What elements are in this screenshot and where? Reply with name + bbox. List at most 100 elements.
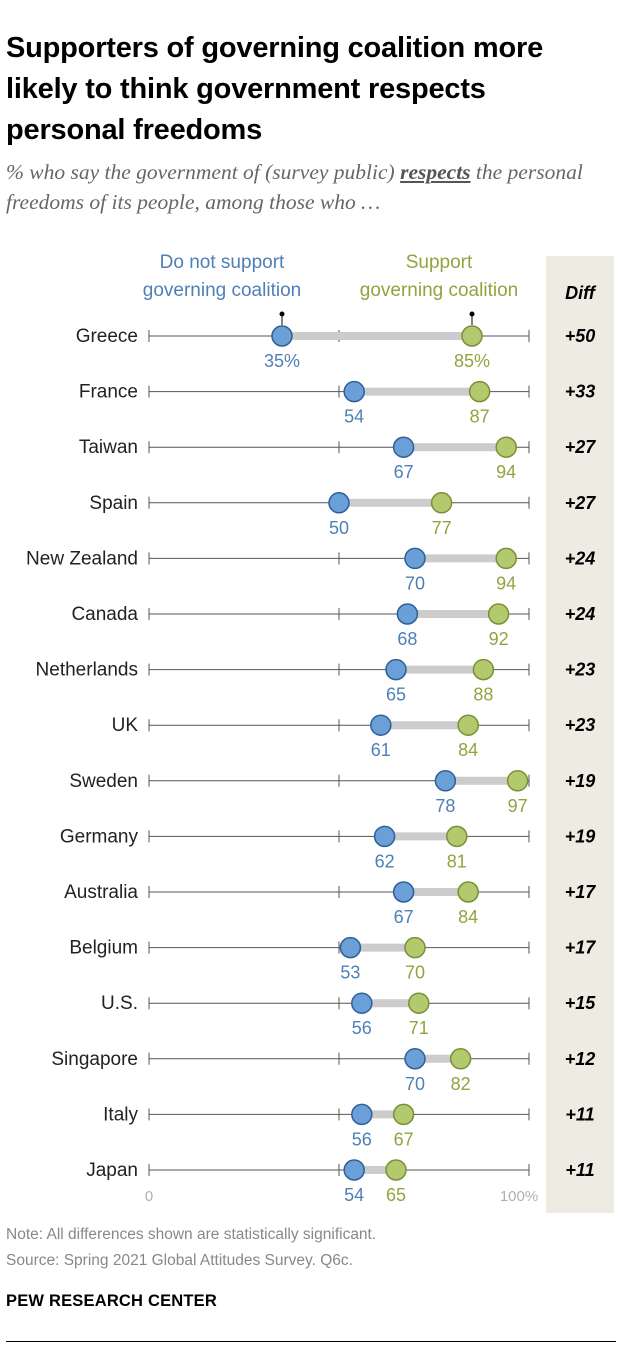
row-netherlands [148,658,530,681]
value-label-support: 67 [394,1129,414,1149]
dot-support [457,881,479,903]
chart-note: Note: All differences shown are statisti… [6,1226,377,1243]
value-label-not-support: 53 [340,963,360,983]
country-label: Italy [103,1104,138,1125]
chart-subtitle: % who say the government of (survey publ… [6,157,606,217]
value-label-support: 87 [470,407,490,427]
subtitle-text-after: the personal freedoms of its people, amo… [6,160,583,214]
axis-tick-label-0: 0 [145,1188,153,1205]
value-label-not-support: 67 [394,462,414,482]
diff-value: +27 [565,493,597,513]
dot-not-support [385,658,407,681]
chart-title: Supporters of governing coalition more l… [6,32,543,146]
row-singapore [148,1048,530,1070]
value-label-support: 70 [405,963,425,983]
dot-not-support [351,1103,373,1126]
value-label-not-support: 56 [352,1129,372,1149]
row-spain [148,492,530,514]
diff-value: +11 [565,1160,594,1180]
row-uk [148,714,530,736]
brand-logo-text: PEW RESEARCH CENTER [6,1292,217,1310]
value-label-not-support: 54 [344,407,364,427]
country-label: Greece [76,326,138,347]
legend-not-support-line-2: governing coalition [143,280,301,301]
value-label-not-support: 65 [386,685,406,705]
legend-not-support-line-1: Do not support [160,252,285,273]
value-label-not-support: 68 [397,629,417,649]
country-label: Taiwan [79,437,138,458]
value-label-support: 82 [451,1074,471,1094]
value-label-support: 97 [508,796,528,816]
diff-value: +33 [565,382,596,402]
row-taiwan [148,436,530,458]
dot-not-support [343,380,365,403]
row-belgium [148,936,530,959]
row-japan [148,1159,530,1181]
subtitle-emphasis: respects [400,160,471,184]
country-label: Australia [64,882,138,903]
country-label: UK [112,715,139,736]
dot-not-support [434,770,457,792]
dot-support [506,770,529,792]
dot-support [487,603,510,625]
row-greece [148,311,530,347]
country-label: France [79,382,138,403]
country-label: U.S. [101,993,138,1014]
country-label: New Zealand [26,548,138,569]
dot-not-support [404,1048,426,1070]
row-new-zealand [148,547,530,570]
value-label-support: 81 [447,851,467,871]
diff-value: +11 [565,1104,594,1124]
value-label-support: 94 [496,573,516,593]
dot-not-support [271,325,293,347]
row-canada [148,603,530,625]
legend-pointer-dot [279,311,285,317]
value-label-not-support: 35% [264,351,300,371]
value-label-not-support: 50 [329,518,349,538]
row-italy [148,1103,530,1126]
dot-support [495,436,517,458]
diff-header: Diff [565,283,597,303]
diff-value: +19 [565,771,596,791]
value-label-support: 88 [473,685,493,705]
row-germany [148,825,530,848]
diff-value: +24 [565,548,596,568]
value-label-not-support: 62 [375,851,395,871]
dot-support [468,380,491,403]
dot-not-support [404,547,426,570]
dot-support [495,547,517,570]
legend-support-line-1: Support [406,252,473,273]
diff-value: +12 [565,1049,596,1069]
row-france [148,380,530,403]
legend-support-line-2: governing coalition [360,280,518,301]
dot-support [449,1048,472,1070]
diff-value: +17 [565,882,597,902]
dot-not-support [392,436,415,458]
bottom-rule [6,1341,616,1342]
dot-not-support [351,992,373,1014]
dot-support [385,1159,407,1181]
subtitle-text-before: % who say the government of (survey publ… [6,160,401,184]
diff-value: +24 [565,604,596,624]
dot-support [461,325,483,347]
value-label-support: 71 [409,1018,429,1038]
chart-source: Source: Spring 2021 Global Attitudes Sur… [6,1252,353,1269]
value-label-support: 85% [454,351,490,371]
dot-support [446,825,468,848]
dot-not-support [396,603,419,625]
dot-not-support [339,936,362,959]
axis-tick-label-100: 100% [500,1188,538,1205]
dot-plot-chart: Diff Do not support governing coalition Sup… [26,252,614,1213]
value-label-not-support: 61 [371,740,391,760]
row-u-s [148,992,530,1014]
country-label: Netherlands [36,660,138,681]
diff-value: +23 [565,715,596,735]
country-label: Japan [86,1160,138,1181]
value-label-support: 65 [386,1185,406,1205]
dot-not-support [370,714,392,736]
legend-pointer-dot [469,311,475,317]
country-label: Canada [71,604,138,625]
diff-value: +27 [565,437,597,457]
country-label: Germany [60,826,139,847]
value-label-not-support: 54 [344,1185,364,1205]
